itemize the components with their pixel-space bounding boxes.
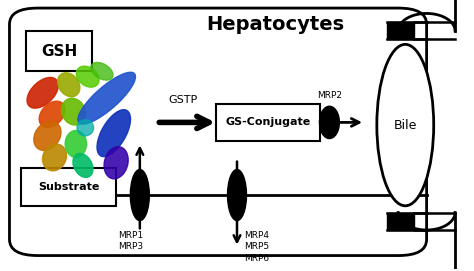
Text: Hepatocytes: Hepatocytes xyxy=(206,15,344,34)
Ellipse shape xyxy=(319,106,339,138)
FancyBboxPatch shape xyxy=(21,168,116,206)
Ellipse shape xyxy=(39,101,65,127)
Bar xyxy=(387,212,413,230)
Ellipse shape xyxy=(91,62,113,80)
FancyBboxPatch shape xyxy=(9,8,427,256)
Ellipse shape xyxy=(130,169,149,221)
Ellipse shape xyxy=(104,147,128,179)
Text: MRP2: MRP2 xyxy=(317,91,342,99)
Ellipse shape xyxy=(62,98,85,125)
Text: Bile: Bile xyxy=(393,119,417,132)
Ellipse shape xyxy=(228,169,246,221)
Ellipse shape xyxy=(97,110,130,157)
Ellipse shape xyxy=(76,66,99,87)
FancyBboxPatch shape xyxy=(216,104,320,141)
Text: GSH: GSH xyxy=(41,44,77,59)
Ellipse shape xyxy=(377,44,434,206)
Text: GS-Conjugate: GS-Conjugate xyxy=(225,117,310,127)
Ellipse shape xyxy=(77,120,94,136)
Ellipse shape xyxy=(43,144,66,171)
Bar xyxy=(387,21,413,39)
Ellipse shape xyxy=(73,153,93,178)
Text: MRP1
MRP3: MRP1 MRP3 xyxy=(118,231,143,251)
Ellipse shape xyxy=(27,78,58,108)
Text: GSTP: GSTP xyxy=(168,95,198,105)
Ellipse shape xyxy=(65,130,86,157)
FancyBboxPatch shape xyxy=(26,31,92,71)
Ellipse shape xyxy=(34,121,61,150)
Text: Substrate: Substrate xyxy=(38,182,100,192)
Ellipse shape xyxy=(78,72,136,124)
Ellipse shape xyxy=(58,73,80,97)
Text: MRP4
MRP5
MRP6: MRP4 MRP5 MRP6 xyxy=(244,231,269,263)
